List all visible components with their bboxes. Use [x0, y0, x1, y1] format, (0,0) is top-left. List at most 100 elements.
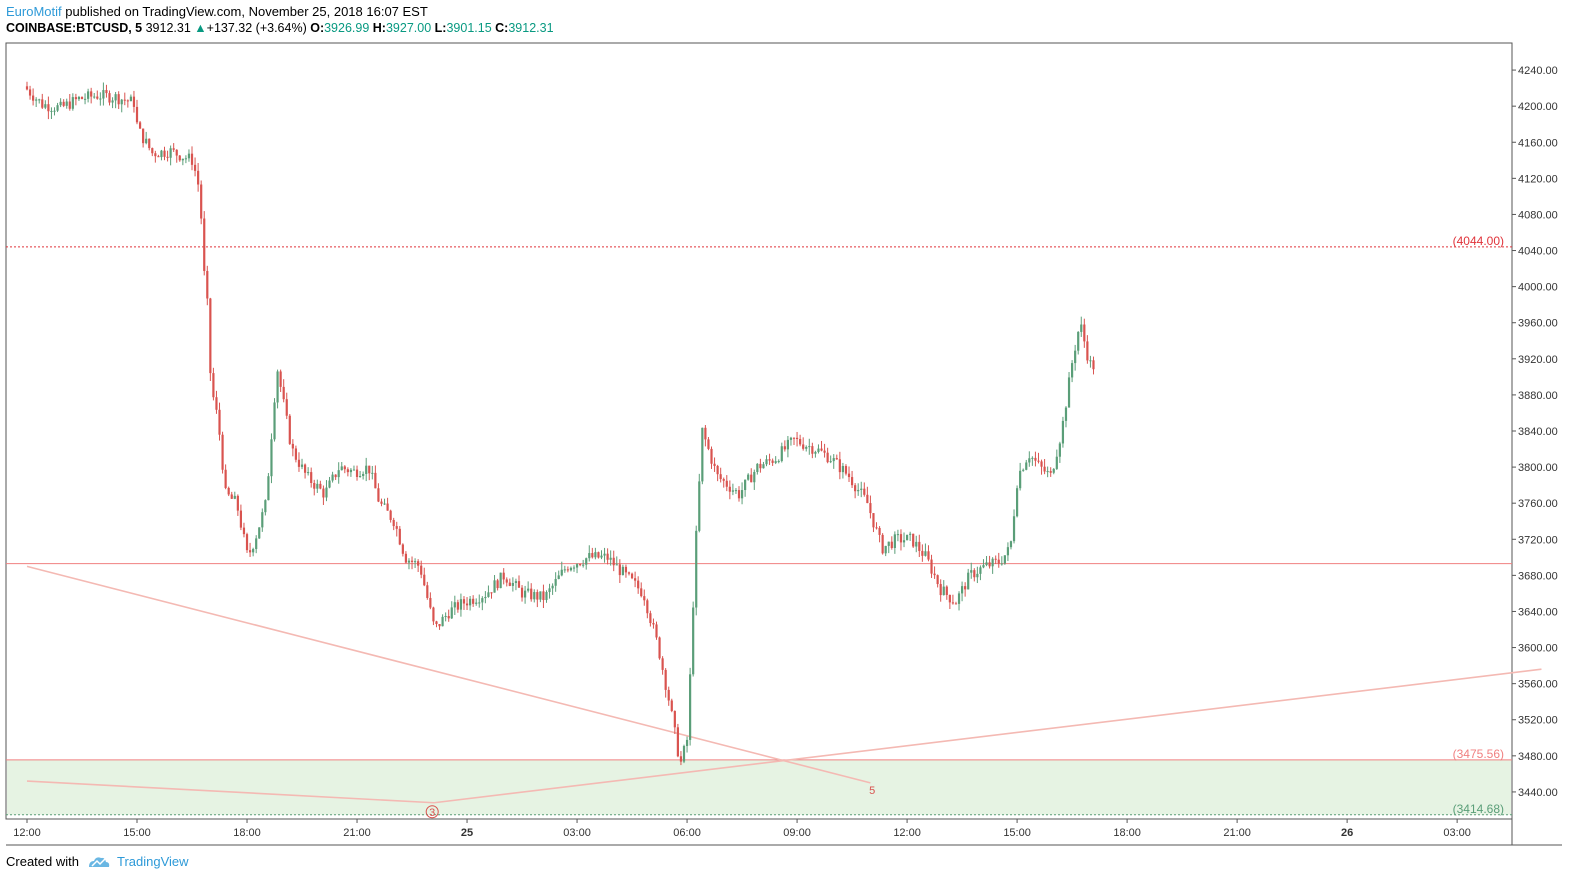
candle-body[interactable]: [698, 481, 701, 531]
candle-body[interactable]: [178, 155, 181, 161]
candle-body[interactable]: [716, 465, 719, 475]
candle-body[interactable]: [823, 450, 826, 453]
candle-body[interactable]: [701, 427, 704, 482]
candle-body[interactable]: [1086, 341, 1089, 361]
candle-body[interactable]: [120, 99, 123, 105]
candle-body[interactable]: [230, 494, 233, 499]
candle-body[interactable]: [374, 472, 377, 489]
candle-body[interactable]: [655, 624, 658, 638]
candle-body[interactable]: [371, 472, 374, 474]
candle-body[interactable]: [273, 402, 276, 440]
candle-body[interactable]: [893, 534, 896, 549]
candle-body[interactable]: [490, 592, 493, 594]
candle-body[interactable]: [417, 561, 420, 566]
candle-body[interactable]: [297, 459, 301, 467]
candle-body[interactable]: [377, 488, 380, 502]
candle-body[interactable]: [47, 104, 50, 112]
candle-body[interactable]: [890, 541, 893, 549]
candle-body[interactable]: [860, 488, 863, 490]
candle-body[interactable]: [713, 463, 716, 466]
candle-body[interactable]: [151, 148, 154, 154]
candle-body[interactable]: [579, 564, 582, 566]
candle-body[interactable]: [1080, 324, 1083, 332]
candle-body[interactable]: [328, 480, 331, 488]
candle-body[interactable]: [664, 669, 667, 690]
candle-body[interactable]: [945, 586, 948, 595]
candle-body[interactable]: [392, 519, 395, 527]
candle-body[interactable]: [551, 585, 554, 589]
candle-body[interactable]: [1067, 377, 1071, 408]
candle-body[interactable]: [499, 572, 502, 589]
candle-body[interactable]: [435, 621, 438, 625]
candle-body[interactable]: [380, 501, 383, 504]
candle-body[interactable]: [634, 578, 637, 581]
candle-body[interactable]: [994, 558, 997, 560]
candle-body[interactable]: [395, 526, 398, 529]
candle-body[interactable]: [609, 557, 612, 560]
candle-body[interactable]: [355, 469, 359, 477]
candle-body[interactable]: [56, 105, 59, 111]
candle-body[interactable]: [401, 544, 404, 554]
candle-body[interactable]: [988, 562, 991, 567]
candle-body[interactable]: [261, 512, 264, 528]
candle-body[interactable]: [658, 637, 661, 659]
candle-body[interactable]: [744, 479, 747, 491]
candle-body[interactable]: [554, 578, 557, 586]
candle-body[interactable]: [707, 439, 710, 449]
candle-body[interactable]: [881, 534, 884, 554]
candle-body[interactable]: [566, 569, 569, 571]
candle-body[interactable]: [930, 559, 933, 574]
candle-body[interactable]: [200, 184, 203, 219]
candle-body[interactable]: [215, 397, 218, 410]
candle-body[interactable]: [291, 443, 294, 449]
candle-body[interactable]: [982, 565, 985, 568]
candle-body[interactable]: [236, 495, 239, 511]
candle-body[interactable]: [209, 298, 212, 374]
candle-body[interactable]: [927, 551, 930, 560]
candle-body[interactable]: [169, 148, 172, 158]
candle-body[interactable]: [692, 607, 695, 675]
candle-body[interactable]: [857, 489, 860, 492]
author-link[interactable]: EuroMotif: [6, 4, 62, 19]
candle-body[interactable]: [838, 459, 841, 473]
candle-body[interactable]: [905, 534, 909, 541]
candle-body[interactable]: [805, 446, 808, 449]
candle-body[interactable]: [661, 658, 664, 670]
candle-body[interactable]: [493, 580, 496, 593]
candle-body[interactable]: [582, 564, 585, 566]
candle-body[interactable]: [203, 218, 206, 271]
candle-body[interactable]: [386, 503, 389, 511]
candle-body[interactable]: [792, 437, 796, 439]
candle-body[interactable]: [1000, 563, 1003, 565]
candle-body[interactable]: [652, 623, 655, 625]
candle-body[interactable]: [487, 592, 490, 597]
candle-body[interactable]: [685, 739, 689, 747]
candle-body[interactable]: [267, 476, 270, 501]
candle-body[interactable]: [600, 555, 603, 558]
candle-body[interactable]: [646, 600, 649, 614]
candle-body[interactable]: [508, 582, 511, 586]
candle-body[interactable]: [468, 598, 472, 606]
candle-body[interactable]: [264, 500, 267, 513]
candle-body[interactable]: [884, 545, 887, 554]
candle-body[interactable]: [1037, 460, 1040, 462]
candle-body[interactable]: [462, 599, 466, 604]
candle-body[interactable]: [102, 90, 105, 99]
candle-body[interactable]: [575, 564, 579, 568]
candle-body[interactable]: [618, 564, 621, 576]
candle-body[interactable]: [1061, 420, 1065, 444]
candle-body[interactable]: [197, 170, 200, 185]
candle-body[interactable]: [759, 463, 762, 469]
candle-body[interactable]: [365, 465, 368, 474]
candle-body[interactable]: [484, 596, 487, 599]
candle-body[interactable]: [514, 581, 518, 583]
candle-body[interactable]: [310, 472, 313, 484]
candle-body[interactable]: [245, 534, 249, 551]
candle-body[interactable]: [643, 596, 646, 601]
candle-body[interactable]: [1052, 468, 1055, 473]
candle-body[interactable]: [863, 488, 866, 495]
candle-body[interactable]: [1049, 471, 1052, 473]
candle-body[interactable]: [1028, 458, 1031, 463]
candle-body[interactable]: [303, 464, 307, 473]
candle-body[interactable]: [557, 575, 560, 579]
